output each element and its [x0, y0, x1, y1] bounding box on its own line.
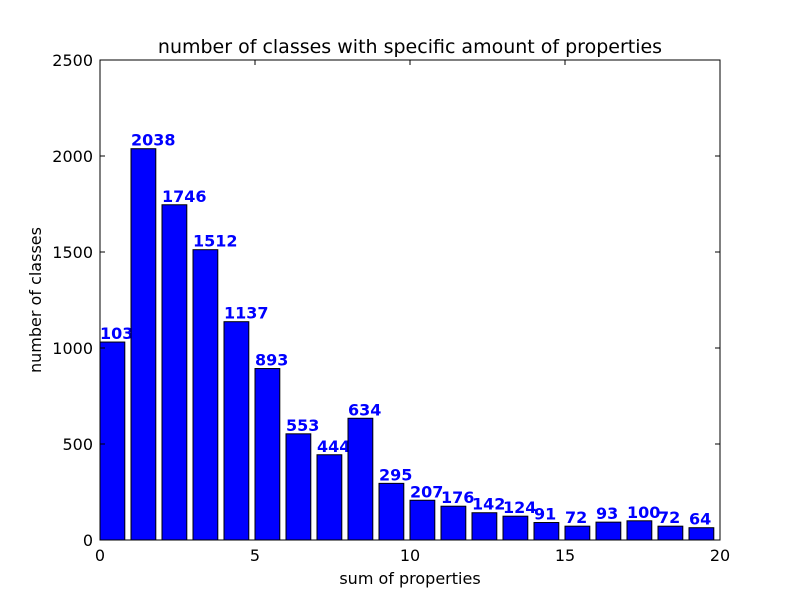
- value-label: 91: [534, 505, 556, 524]
- bar: [130, 148, 157, 541]
- bar: [347, 417, 374, 541]
- value-label: 124: [503, 498, 536, 517]
- y-tick-label: 2000: [52, 147, 93, 166]
- bar: [409, 499, 436, 541]
- y-tick-label: 500: [62, 435, 93, 454]
- value-label: 93: [596, 504, 618, 523]
- y-tick-label: 0: [83, 531, 93, 550]
- value-label: 72: [565, 508, 587, 527]
- bar: [192, 249, 219, 541]
- value-label: 176: [441, 488, 474, 507]
- bar: [564, 525, 591, 541]
- value-label: 1137: [224, 304, 269, 323]
- bar: [99, 341, 126, 541]
- bar: [688, 527, 715, 541]
- bar: [502, 515, 529, 541]
- x-tick-label: 20: [710, 546, 730, 565]
- bar: [440, 505, 467, 541]
- bar: [657, 525, 684, 541]
- y-tick-label: 1500: [52, 243, 93, 262]
- x-axis-label: sum of properties: [339, 569, 480, 588]
- x-tick-label: 10: [400, 546, 420, 565]
- x-tick-label: 0: [95, 546, 105, 565]
- bar: [285, 433, 312, 541]
- bar: [316, 454, 343, 541]
- value-label: 634: [348, 400, 381, 419]
- bar: [626, 520, 653, 541]
- x-tick-label: 5: [250, 546, 260, 565]
- y-tick-label: 2500: [52, 51, 93, 70]
- bar: [378, 482, 405, 541]
- chart-title: number of classes with specific amount o…: [158, 36, 662, 58]
- value-label: 207: [410, 482, 443, 501]
- bar: [161, 204, 188, 541]
- value-label: 72: [658, 508, 680, 527]
- y-axis-label: number of classes: [26, 227, 45, 373]
- value-label: 1512: [193, 232, 238, 251]
- y-tick-label: 1000: [52, 339, 93, 358]
- value-label: 893: [255, 351, 288, 370]
- value-label: 1746: [162, 187, 207, 206]
- value-label: 64: [689, 510, 711, 529]
- bar: [254, 368, 281, 541]
- value-label: 295: [379, 465, 412, 484]
- value-label: 142: [472, 495, 505, 514]
- bar: [471, 512, 498, 541]
- bar: [533, 522, 560, 541]
- bar: [595, 521, 622, 541]
- x-tick-label: 15: [555, 546, 575, 565]
- value-label: 2038: [131, 131, 176, 150]
- value-label: 100: [627, 503, 660, 522]
- bar: [223, 321, 250, 541]
- value-label: 444: [317, 437, 350, 456]
- value-label: 553: [286, 416, 319, 435]
